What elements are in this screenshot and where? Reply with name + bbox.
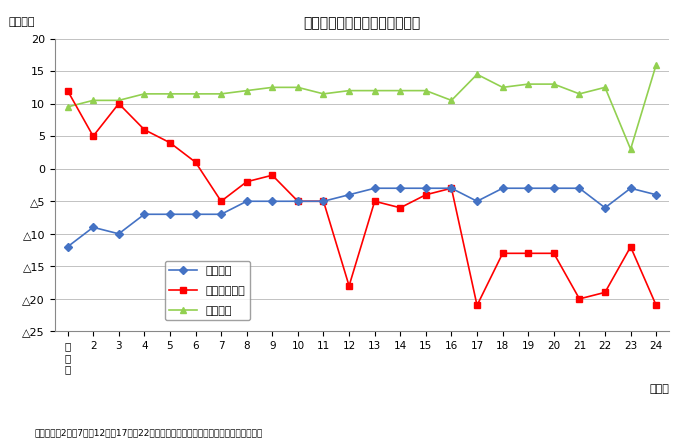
Title: 年齢３区分別人口増減数の推移: 年齢３区分別人口増減数の推移 (303, 16, 421, 30)
Text: （年）: （年） (649, 384, 669, 394)
Legend: 年少人口, 生産年齢人口, 老年人口: 年少人口, 生産年齢人口, 老年人口 (165, 261, 250, 320)
Text: 注）　平成2年、7年、12年、17年、22年は国勢調査確定人口と推計人口の差を含む。: 注） 平成2年、7年、12年、17年、22年は国勢調査確定人口と推計人口の差を含… (34, 429, 263, 438)
Text: （千人）: （千人） (9, 17, 35, 27)
